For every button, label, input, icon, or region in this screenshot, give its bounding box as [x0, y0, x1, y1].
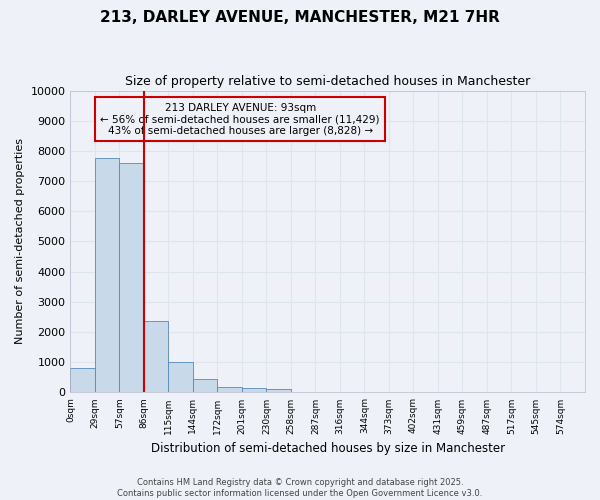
Bar	[193, 379, 217, 392]
Bar	[217, 387, 242, 392]
Bar	[242, 388, 266, 392]
Text: 213, DARLEY AVENUE, MANCHESTER, M21 7HR: 213, DARLEY AVENUE, MANCHESTER, M21 7HR	[100, 10, 500, 25]
Bar	[70, 368, 95, 392]
Title: Size of property relative to semi-detached houses in Manchester: Size of property relative to semi-detach…	[125, 75, 530, 88]
Y-axis label: Number of semi-detached properties: Number of semi-detached properties	[15, 138, 25, 344]
Bar	[169, 362, 193, 392]
Bar	[144, 322, 169, 392]
Bar	[95, 158, 119, 392]
X-axis label: Distribution of semi-detached houses by size in Manchester: Distribution of semi-detached houses by …	[151, 442, 505, 455]
Bar	[266, 390, 291, 392]
Bar	[119, 163, 144, 392]
Text: Contains HM Land Registry data © Crown copyright and database right 2025.
Contai: Contains HM Land Registry data © Crown c…	[118, 478, 482, 498]
Text: 213 DARLEY AVENUE: 93sqm
← 56% of semi-detached houses are smaller (11,429)
43% : 213 DARLEY AVENUE: 93sqm ← 56% of semi-d…	[100, 102, 380, 136]
